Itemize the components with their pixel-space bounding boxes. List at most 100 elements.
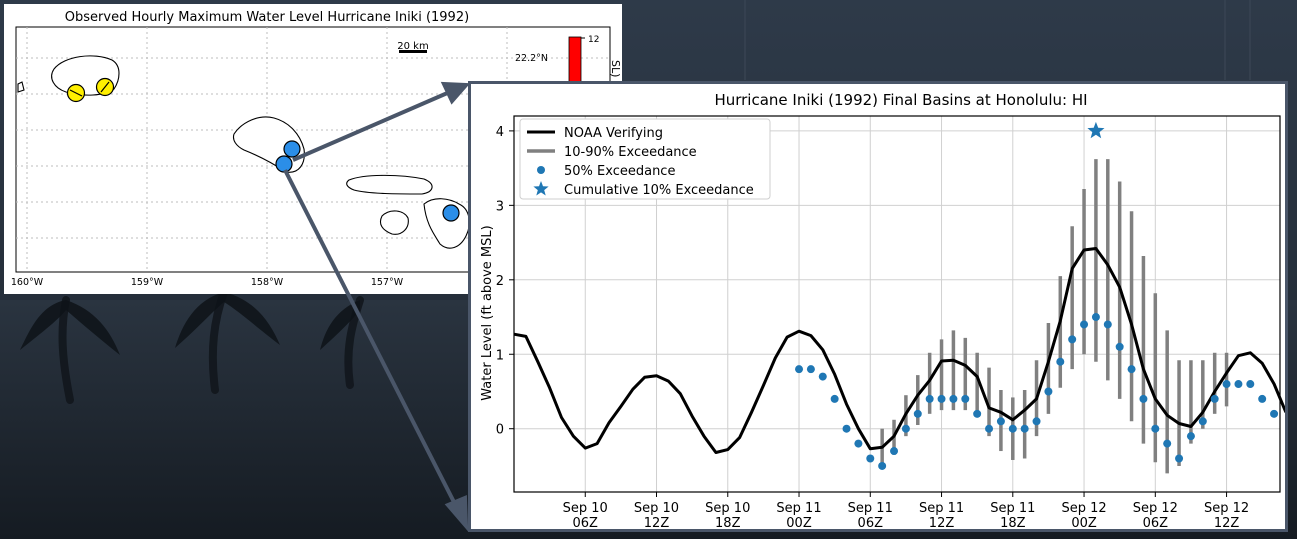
median-dot [1175, 454, 1184, 463]
median-dot [1020, 424, 1029, 433]
chart-axes [513, 115, 1281, 493]
median-dot [1103, 320, 1112, 329]
x-tick-label-date: Sep 11 [848, 501, 893, 516]
median-exceedance-dots [795, 313, 1279, 470]
median-dot [1163, 439, 1172, 448]
median-dot [985, 424, 994, 433]
x-tick-label-hour: 18Z [1000, 516, 1026, 529]
median-dot [842, 424, 851, 433]
legend-box [519, 118, 771, 200]
x-tick-label-date: Sep 10 [634, 501, 679, 516]
x-tick-label-date: Sep 12 [1133, 501, 1178, 516]
x-tick-label-hour: 06Z [1143, 516, 1169, 529]
y-tick-label: 3 [496, 199, 504, 214]
map-colorbar [568, 36, 582, 86]
median-dot [996, 417, 1005, 426]
lat-label-22-2: 22.2°N [515, 53, 548, 64]
chart-title: Hurricane Iniki (1992) Final Basins at H… [714, 91, 1087, 109]
median-dot [1270, 409, 1279, 418]
x-tick-label-date: Sep 12 [1204, 501, 1249, 516]
median-dot [925, 394, 934, 403]
median-dot [901, 424, 910, 433]
chart-legend: NOAA Verifying 10-90% Exceedance 50% Excee… [519, 118, 771, 200]
x-tick-label-hour: 12Z [644, 516, 670, 529]
legend-swatch-dot [537, 166, 545, 174]
x-tick-label-date: Sep 10 [705, 501, 750, 516]
median-dot [1032, 417, 1041, 426]
lon-label-159: 159°W [131, 277, 164, 288]
verifying-line [513, 247, 1288, 454]
median-dot [1258, 394, 1267, 403]
median-dot [973, 409, 982, 418]
x-tick-label-date: Sep 10 [563, 501, 608, 516]
niihau-island [17, 81, 25, 93]
oahu-marker-honolulu[interactable] [275, 155, 293, 173]
oahu-marker-1[interactable] [283, 140, 301, 158]
x-tick-label-hour: 12Z [1214, 516, 1240, 529]
legend-label: 50% Exceedance [564, 164, 675, 179]
median-dot [866, 454, 875, 463]
median-dot [890, 447, 899, 456]
y-tick-label: 2 [496, 274, 504, 289]
median-dot [818, 372, 827, 381]
hydrograph-panel: Hurricane Iniki (1992) Final Basins at H… [468, 81, 1288, 532]
median-dot [1234, 380, 1243, 389]
median-dot [1151, 424, 1160, 433]
x-tick-label-hour: 06Z [573, 516, 599, 529]
map-scale-bar [399, 50, 427, 53]
legend-label: 10-90% Exceedance [564, 145, 697, 160]
median-dot [1091, 313, 1100, 322]
median-dot [913, 409, 922, 418]
x-tick-label-date: Sep 11 [776, 501, 821, 516]
median-dot [1198, 417, 1207, 426]
lon-label-160: 160°W [11, 277, 44, 288]
x-tick-label-hour: 18Z [715, 516, 741, 529]
x-tick-label-hour: 00Z [786, 516, 812, 529]
median-dot [1044, 387, 1053, 396]
molokai-island [346, 174, 433, 195]
y-tick-label: 4 [496, 125, 504, 140]
x-tick-label-date: Sep 11 [990, 501, 1035, 516]
x-tick-label-hour: 12Z [929, 516, 955, 529]
lon-label-157: 157°W [371, 277, 404, 288]
median-dot [1080, 320, 1089, 329]
colorbar-tick-label: 12 [588, 35, 599, 45]
median-dot [1056, 357, 1065, 366]
median-dot [830, 394, 839, 403]
x-tick-label-hour: 00Z [1071, 516, 1097, 529]
noaa-verifying-line [513, 247, 1288, 454]
x-tick-label-date: Sep 11 [919, 501, 964, 516]
y-tick-label: 0 [496, 423, 504, 438]
median-dot [1186, 432, 1195, 441]
median-dot [949, 394, 958, 403]
y-axis-label: Water Level (ft above MSL) [480, 225, 495, 400]
median-dot [961, 394, 970, 403]
map-title: Observed Hourly Maximum Water Level Hurr… [65, 10, 469, 25]
exceedance-range-bars [880, 159, 1229, 474]
median-dot [878, 461, 887, 470]
median-dot [806, 365, 815, 374]
legend-label: NOAA Verifying [564, 126, 663, 141]
median-dot [854, 439, 863, 448]
x-tick-label-date: Sep 12 [1061, 501, 1106, 516]
median-dot [1210, 394, 1219, 403]
median-dot [1246, 380, 1255, 389]
median-dot [1115, 342, 1124, 351]
y-tick-labels: 0 1 2 3 4 [496, 125, 514, 438]
legend-label: Cumulative 10% Exceedance [564, 183, 754, 198]
median-dot [1068, 335, 1077, 344]
median-dot [795, 365, 804, 374]
median-dot [1127, 365, 1136, 374]
median-dot [1008, 424, 1017, 433]
maui-marker[interactable] [442, 204, 460, 222]
median-dot [1139, 394, 1148, 403]
lon-label-158: 158°W [251, 277, 284, 288]
y-tick-label: 1 [496, 348, 504, 363]
water-level-chart: Hurricane Iniki (1992) Final Basins at H… [480, 91, 1288, 531]
x-tick-label-hour: 06Z [858, 516, 884, 529]
cumulative-exceedance-stars [1087, 121, 1105, 139]
colorbar-label: SL) [609, 60, 622, 77]
legend-swatch-star [533, 181, 549, 196]
median-dot [1222, 380, 1231, 389]
